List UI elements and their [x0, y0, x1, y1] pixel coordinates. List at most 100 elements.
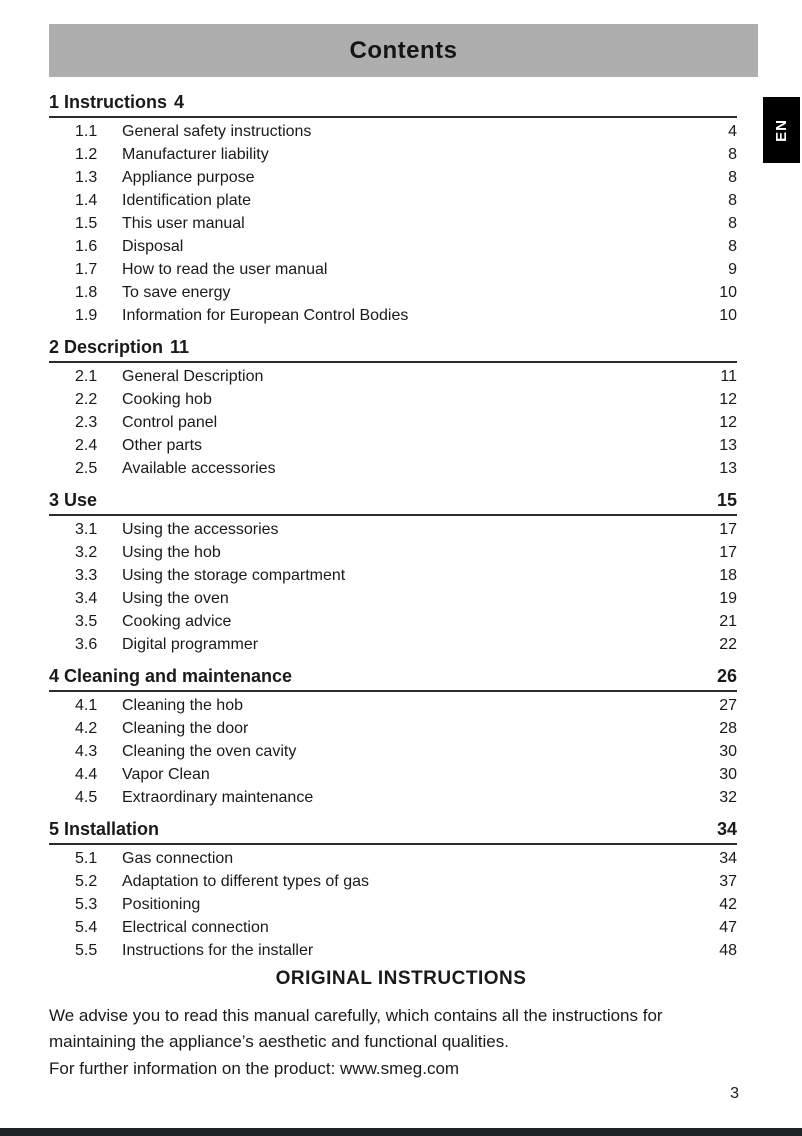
toc-item-page: 11	[720, 368, 737, 385]
toc-item-number: 5.1	[75, 850, 98, 867]
toc-item-title: General Description	[122, 368, 264, 385]
toc-item: 1.4 Identification plate 8	[49, 189, 737, 212]
toc-item-number: 1.4	[75, 192, 98, 209]
toc-section-heading: 4 Cleaning and maintenance 26	[49, 665, 737, 692]
toc-item: 3.3 Using the storage compartment 18	[49, 564, 737, 587]
toc-item-page: 21	[719, 613, 737, 630]
toc-item-page: 17	[719, 521, 737, 538]
toc-item-number: 5.2	[75, 873, 98, 890]
toc-item: 1.1 General safety instructions 4	[49, 120, 737, 143]
language-tab: EN	[763, 97, 800, 163]
toc-item-page: 8	[728, 238, 737, 255]
toc-section-title: 3 Use	[49, 490, 98, 510]
toc-item-title: To save energy	[122, 284, 231, 301]
toc-item-title: Control panel	[122, 414, 218, 431]
toc-item: 1.3 Appliance purpose 8	[49, 166, 737, 189]
toc-item-title: Vapor Clean	[122, 766, 210, 783]
toc-section-page: 11	[170, 337, 190, 357]
toc-item-title: How to read the user manual	[122, 261, 328, 278]
toc-item-title: Identification plate	[122, 192, 251, 209]
toc-item-page: 17	[719, 544, 737, 561]
toc-section: 2 Description 11 2.1 General Description…	[49, 336, 737, 480]
toc-item-number: 2.3	[75, 414, 98, 431]
toc-item-page: 34	[719, 850, 737, 867]
toc-item-title: Using the oven	[122, 590, 229, 607]
toc-item-number: 1.9	[75, 307, 98, 324]
toc-item: 3.4 Using the oven 19	[49, 587, 737, 610]
toc-item-title: Using the accessories	[122, 521, 279, 538]
toc-item-number: 5.3	[75, 896, 98, 913]
toc-item-number: 4.3	[75, 743, 98, 760]
toc-item-number: 4.5	[75, 789, 98, 806]
toc-item-page: 10	[719, 307, 737, 324]
toc-item-title: Available accessories	[122, 460, 276, 477]
original-instructions-heading: ORIGINAL INSTRUCTIONS	[275, 968, 527, 989]
table-of-contents: 1 Instructions 4 1.1 General safety inst…	[49, 91, 737, 962]
toc-section-items: 1.1 General safety instructions 4 1.2 Ma…	[49, 120, 737, 327]
toc-item-page: 27	[719, 697, 737, 714]
toc-item-page: 47	[719, 919, 737, 936]
toc-item-number: 1.1	[75, 123, 98, 140]
toc-item: 3.6 Digital programmer 22	[49, 633, 737, 656]
footer-advice-paragraph: We advise you to read this manual carefu…	[49, 1006, 663, 1051]
toc-item: 4.2 Cleaning the door 28	[49, 717, 737, 740]
toc-item-page: 18	[719, 567, 737, 584]
toc-item-number: 2.2	[75, 391, 98, 408]
toc-section-heading: 1 Instructions 4	[49, 91, 737, 118]
toc-item: 3.1 Using the accessories 17	[49, 518, 737, 541]
toc-section-page: 4	[174, 92, 185, 112]
toc-section-items: 2.1 General Description 11 2.2 Cooking h…	[49, 365, 737, 480]
toc-item-page: 8	[728, 169, 737, 186]
toc-item: 1.6 Disposal 8	[49, 235, 737, 258]
toc-item-page: 10	[719, 284, 737, 301]
toc-item: 5.4 Electrical connection 47	[49, 916, 737, 939]
toc-item-title: General safety instructions	[122, 123, 312, 140]
toc-item: 4.5 Extraordinary maintenance 32	[49, 786, 737, 809]
toc-item-page: 32	[719, 789, 737, 806]
toc-item-number: 2.4	[75, 437, 98, 454]
toc-section-page: 26	[716, 666, 737, 686]
toc-item-number: 1.7	[75, 261, 98, 278]
toc-item: 3.5 Cooking advice 21	[49, 610, 737, 633]
toc-item-number: 1.6	[75, 238, 98, 255]
toc-item-title: Using the hob	[122, 544, 221, 561]
toc-item-title: This user manual	[122, 215, 245, 232]
toc-item: 5.1 Gas connection 34	[49, 847, 737, 870]
toc-item-page: 13	[719, 460, 737, 477]
toc-item-page: 30	[719, 766, 737, 783]
language-tab-label: EN	[773, 118, 790, 142]
toc-item-page: 37	[719, 873, 737, 890]
toc-item-number: 5.5	[75, 942, 98, 959]
toc-item: 1.8 To save energy 10	[49, 281, 737, 304]
toc-item-number: 1.5	[75, 215, 98, 232]
toc-item-number: 4.1	[75, 697, 98, 714]
toc-section-page: 34	[716, 819, 737, 839]
toc-item: 1.7 How to read the user manual 9	[49, 258, 737, 281]
toc-item-title: Using the storage compartment	[122, 567, 346, 584]
toc-section-title: 1 Instructions	[49, 92, 168, 112]
toc-section-items: 4.1 Cleaning the hob 27 4.2 Cleaning the…	[49, 694, 737, 809]
toc-item-page: 48	[719, 942, 737, 959]
toc-item-number: 3.1	[75, 521, 98, 538]
toc-item-title: Gas connection	[122, 850, 234, 867]
toc-item-number: 3.5	[75, 613, 98, 630]
toc-item: 1.9 Information for European Control Bod…	[49, 304, 737, 327]
toc-item: 5.3 Positioning 42	[49, 893, 737, 916]
toc-item-title: Extraordinary maintenance	[122, 789, 314, 806]
toc-item-number: 1.2	[75, 146, 98, 163]
toc-item-number: 1.3	[75, 169, 98, 186]
toc-item-page: 4	[728, 123, 737, 140]
toc-item-title: Cooking hob	[122, 391, 212, 408]
toc-section: 1 Instructions 4 1.1 General safety inst…	[49, 91, 737, 327]
toc-section-heading: 3 Use 15	[49, 489, 737, 516]
toc-item-page: 30	[719, 743, 737, 760]
bottom-bar	[0, 1128, 802, 1136]
toc-item-title: Other parts	[122, 437, 203, 454]
toc-section-title: 4 Cleaning and maintenance	[49, 666, 293, 686]
toc-item: 4.3 Cleaning the oven cavity 30	[49, 740, 737, 763]
toc-section: 3 Use 15 3.1 Using the accessories 17 3.…	[49, 489, 737, 656]
toc-item-title: Manufacturer liability	[122, 146, 269, 163]
toc-section-heading: 2 Description 11	[49, 336, 737, 363]
toc-section-heading: 5 Installation 34	[49, 818, 737, 845]
toc-item: 2.3 Control panel 12	[49, 411, 737, 434]
